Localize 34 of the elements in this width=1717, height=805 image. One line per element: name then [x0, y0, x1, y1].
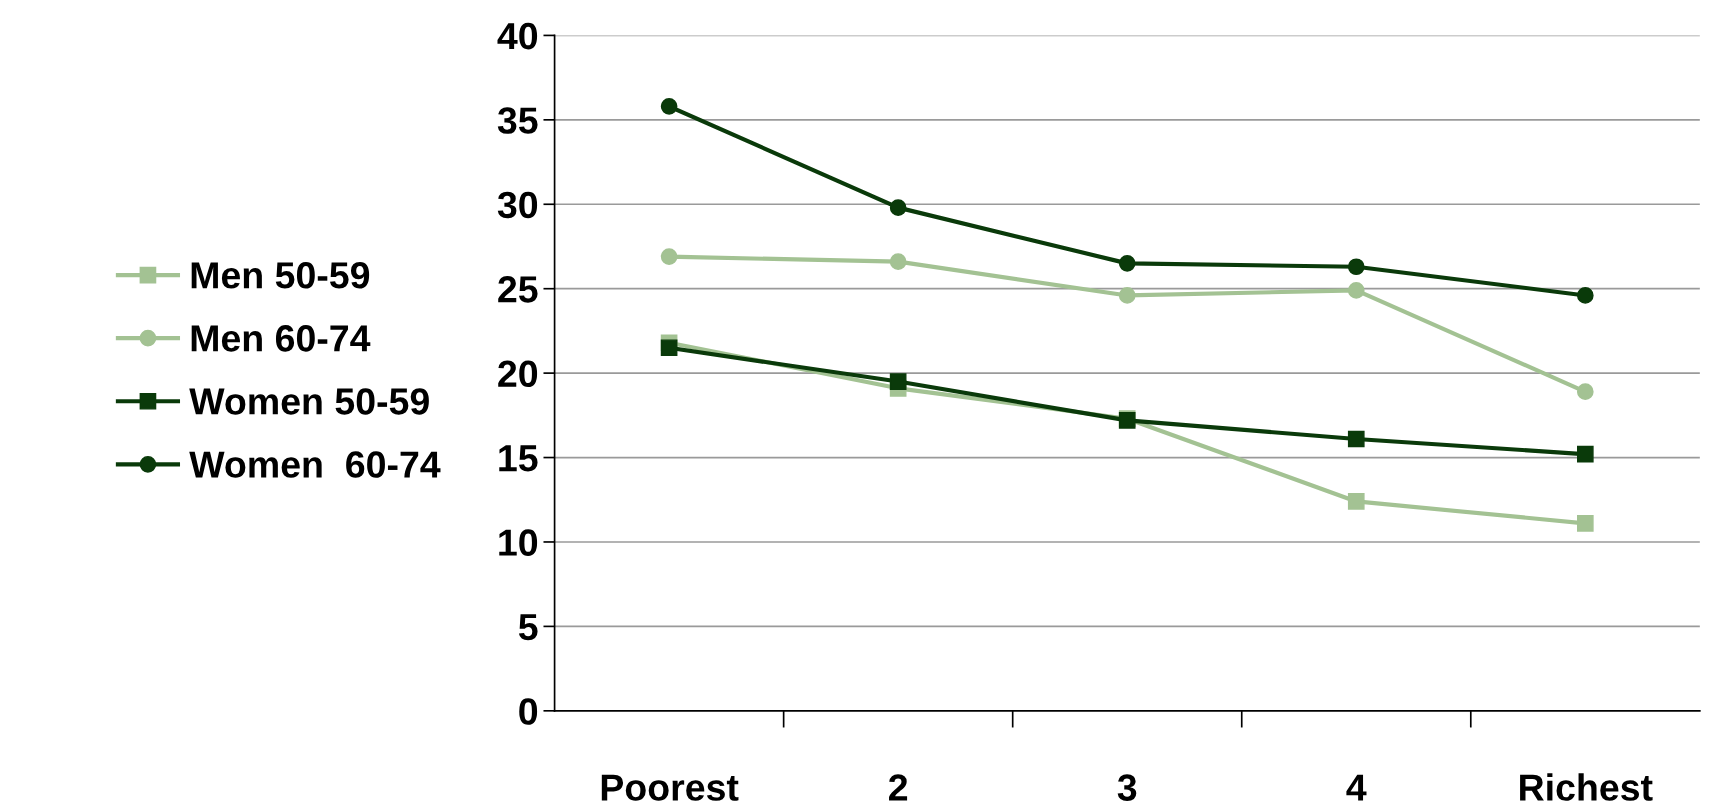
y-tick-label: 30 [497, 191, 538, 219]
point [889, 199, 907, 216]
x-tick-label: 2 [889, 774, 908, 801]
y-tick-label: 25 [498, 276, 538, 303]
legend-label: Men 50-59 [191, 262, 370, 289]
y-tick-label: 10 [499, 529, 538, 556]
y-tick-label: 5 [518, 614, 538, 641]
point [889, 373, 907, 390]
y-tick-label: 15 [499, 445, 538, 472]
y-tick-label: 20 [498, 360, 538, 388]
point [889, 253, 907, 271]
x-tick-label: Richest [1520, 773, 1653, 801]
point [1118, 287, 1136, 304]
y-tick-label: 0 [519, 698, 538, 725]
y-tick-label: 40 [497, 22, 538, 50]
point [1347, 493, 1365, 510]
point [1576, 445, 1594, 463]
point [1347, 430, 1365, 448]
legend-label: Women 60-74 [189, 451, 441, 478]
y-tick-label: 35 [497, 107, 538, 134]
point [660, 248, 678, 265]
point [660, 339, 678, 357]
point [1576, 383, 1594, 401]
point [660, 98, 678, 115]
x-tick-label: Poorest [601, 774, 739, 801]
point [1347, 282, 1365, 299]
point [1118, 255, 1136, 272]
legend-label: Men 60-74 [191, 325, 371, 352]
point [1576, 515, 1594, 532]
x-tick-label: 4 [1346, 774, 1367, 801]
point [1347, 258, 1365, 276]
x-tick-label: 3 [1117, 774, 1137, 801]
legend-label: Women 50-59 [189, 388, 429, 415]
point [1576, 287, 1594, 304]
